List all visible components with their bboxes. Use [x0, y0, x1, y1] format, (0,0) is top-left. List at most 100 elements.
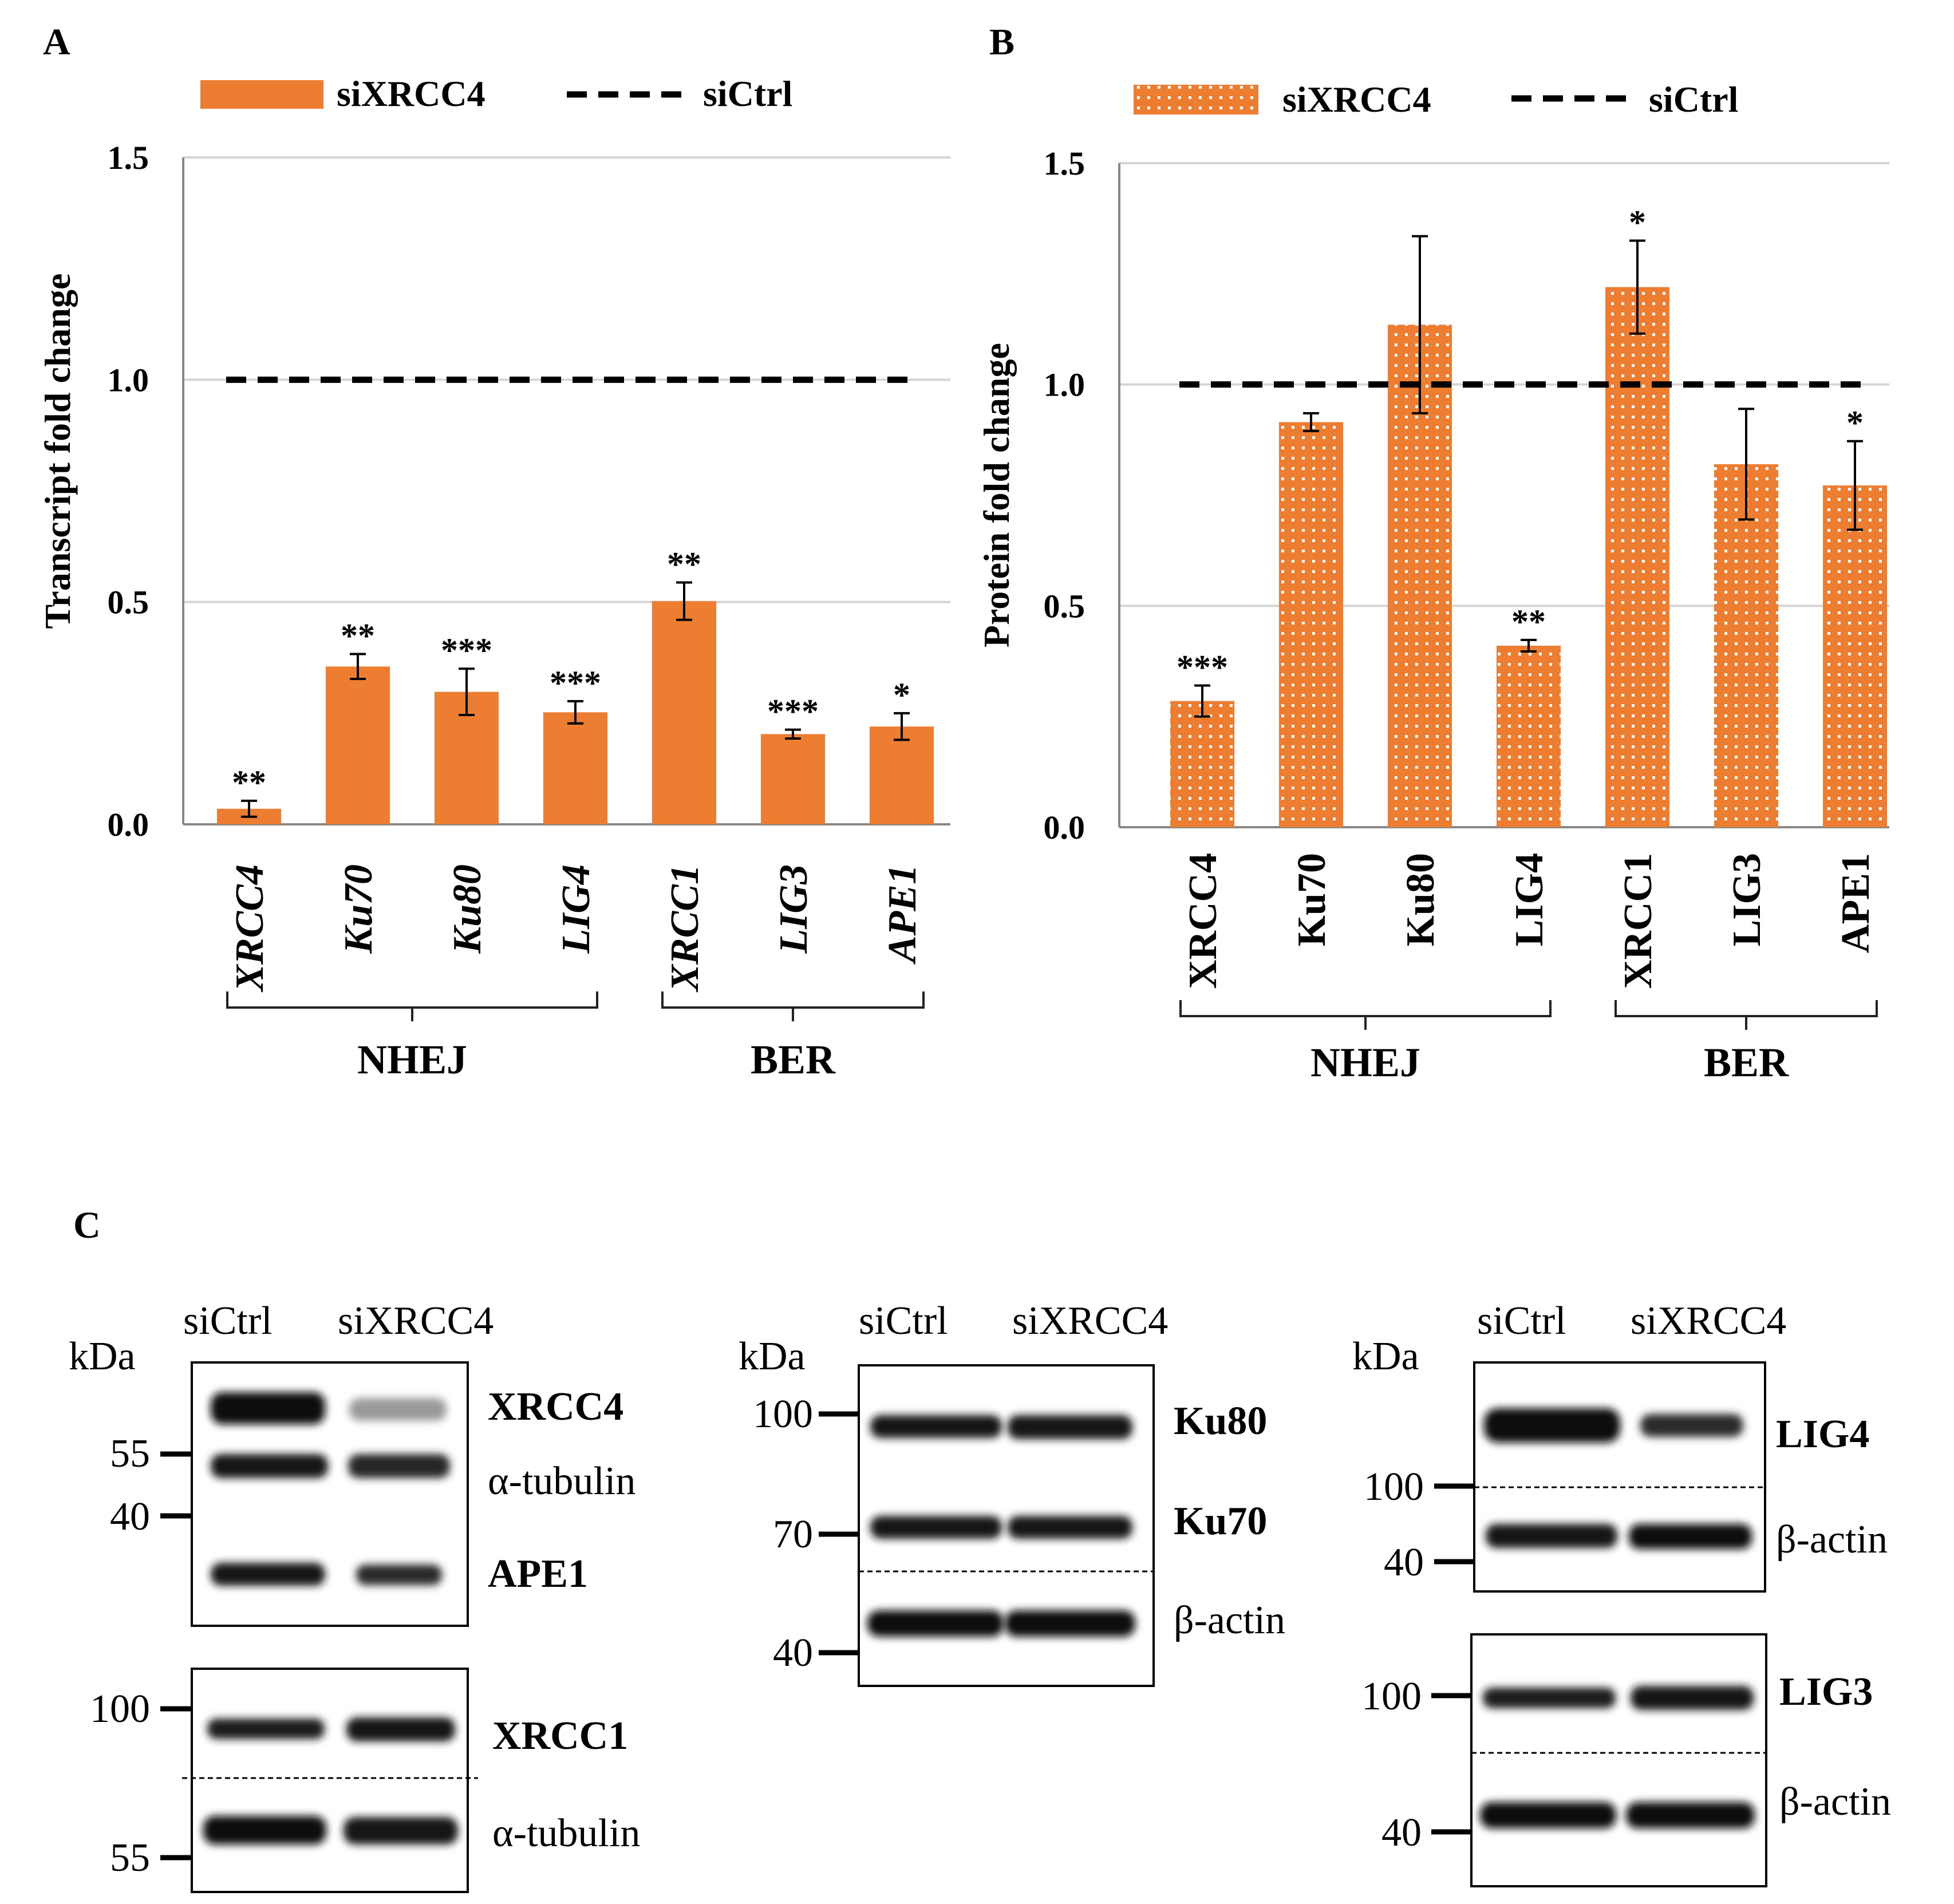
group-bracket: [226, 991, 598, 1009]
blot-group-2: siCtrl siXRCC4 kDa 100 70 40 K: [739, 1299, 1285, 1687]
band-ape1: [211, 1563, 442, 1586]
group-brackets-a: NHEJ BER: [226, 991, 925, 1083]
marker-label: 55: [110, 1432, 150, 1476]
category-label: LIG3: [772, 864, 816, 954]
legend-b-treated: siXRCC4: [1282, 79, 1431, 120]
band-actin-1: [867, 1610, 1135, 1637]
panel-c-label: C: [73, 1204, 101, 1246]
panel-b-label: B: [989, 21, 1014, 63]
marker-label: 70: [773, 1512, 813, 1557]
group-label: BER: [751, 1037, 836, 1083]
kda-label: kDa: [739, 1334, 806, 1378]
bar: [326, 666, 390, 824]
legend-b-swatch: [1134, 85, 1258, 114]
lane-label-sixrcc4: siXRCC4: [338, 1299, 494, 1343]
y-tick-label: 0.0: [108, 806, 149, 843]
blot-box-2: [191, 1668, 469, 1893]
blot-box-5: [1470, 1633, 1767, 1887]
category-label: XRCC1: [663, 864, 707, 993]
y-tick-label: 0.5: [108, 584, 149, 621]
bar: [870, 726, 934, 824]
marker-label: 40: [1384, 1540, 1424, 1585]
category-label: APE1: [1834, 853, 1878, 953]
category-label: Ku70: [337, 864, 381, 954]
marker-label: 55: [110, 1836, 150, 1880]
protein-label: β-actin: [1776, 1518, 1888, 1562]
marker-label: 40: [1381, 1811, 1422, 1855]
significance-label: *: [1846, 404, 1864, 442]
category-label: LIG4: [1507, 853, 1552, 946]
panel-b-chart: B siXRCC4 siCtrl Protein fold change 0.0…: [976, 21, 1889, 1085]
kda-label: kDa: [69, 1334, 136, 1378]
band-ku70: [870, 1516, 1132, 1539]
group-bracket: [661, 991, 925, 1009]
category-label: LIG4: [554, 864, 598, 954]
bar: [1497, 645, 1561, 827]
y-axis-title-a: Transcript fold change: [37, 273, 78, 629]
band-tubulin-1: [211, 1454, 450, 1478]
category-label: Ku70: [1290, 853, 1334, 946]
panel-a-chart: A siXRCC4 siCtrl Transcript fold change …: [37, 21, 950, 1083]
bar: [543, 712, 607, 824]
significance-label: ***: [441, 631, 492, 669]
legend-b-control: siCtrl: [1649, 79, 1738, 120]
protein-label: APE1: [488, 1552, 588, 1596]
marker-label: 40: [773, 1631, 813, 1675]
bars-b: *******: [1170, 203, 1887, 827]
group-label: NHEJ: [357, 1037, 467, 1083]
panel-c-blots: C siCtrl siXRCC4 kDa 55 40 XRCC4: [69, 1204, 1891, 1893]
significance-label: **: [1511, 603, 1546, 641]
marker-label: 100: [753, 1392, 813, 1436]
group-label: BER: [1704, 1040, 1789, 1085]
y-tick-label: 1.0: [1044, 366, 1085, 404]
protein-label: LIG3: [1779, 1670, 1873, 1714]
lane-label-ctrl: siCtrl: [183, 1299, 273, 1343]
group-label: NHEJ: [1310, 1040, 1420, 1085]
category-label: XRCC4: [228, 864, 272, 993]
category-label: XRCC1: [1616, 853, 1660, 989]
marker-label: 100: [90, 1687, 150, 1731]
legend-a-swatch: [200, 80, 323, 109]
band-lig3: [1483, 1686, 1754, 1710]
band-xrcc1: [207, 1717, 455, 1741]
category-label: APE1: [881, 864, 925, 965]
significance-label: ***: [767, 693, 819, 730]
bar: [1279, 422, 1343, 827]
y-tick-label: 1.5: [1044, 145, 1085, 182]
panel-a-label: A: [43, 21, 70, 63]
group-bracket: [1179, 1000, 1552, 1017]
band-xrcc4: [211, 1392, 447, 1424]
significance-label: *: [893, 676, 910, 714]
group-bracket: [1614, 1000, 1878, 1017]
protein-label: LIG4: [1776, 1412, 1869, 1456]
y-tick-label: 0.5: [1044, 587, 1085, 625]
bar: [761, 734, 825, 824]
lane-label-sixrcc4: siXRCC4: [1631, 1299, 1786, 1343]
significance-label: **: [667, 545, 701, 583]
category-labels-a: XRCC4 Ku70 Ku80 LIG4 XRCC1 LIG3 APE1: [228, 864, 925, 993]
lane-label-ctrl: siCtrl: [1477, 1299, 1566, 1343]
lane-label-ctrl: siCtrl: [859, 1299, 948, 1343]
category-labels-b: XRCC4 Ku70 Ku80 LIG4 XRCC1 LIG3 APE1: [1181, 853, 1878, 989]
bars-a: **** *********** *: [217, 376, 934, 824]
blot-group-3: siCtrl siXRCC4 kDa 100 40 LIG4 β-actin: [1352, 1299, 1891, 1887]
category-label: LIG3: [1725, 853, 1769, 946]
legend-a-control: siCtrl: [703, 73, 792, 114]
protein-label: Ku70: [1174, 1499, 1267, 1543]
band-actin-3: [1480, 1802, 1755, 1828]
protein-label: β-actin: [1779, 1780, 1891, 1824]
protein-label: XRCC1: [492, 1714, 628, 1758]
blot-box-4: [1473, 1361, 1766, 1593]
protein-label: α-tubulin: [492, 1811, 640, 1855]
band-actin-2: [1486, 1524, 1752, 1549]
band-lig4: [1484, 1408, 1743, 1443]
protein-label: α-tubulin: [488, 1459, 635, 1503]
marker-label: 100: [1364, 1465, 1424, 1509]
significance-label: *: [1629, 203, 1646, 241]
y-ticks-b: 0.0 0.5 1.0 1.5: [1044, 145, 1085, 846]
y-tick-label: 0.0: [1044, 809, 1085, 846]
bar: [1823, 485, 1887, 827]
category-label: Ku80: [445, 864, 490, 954]
bar: [1605, 287, 1669, 827]
